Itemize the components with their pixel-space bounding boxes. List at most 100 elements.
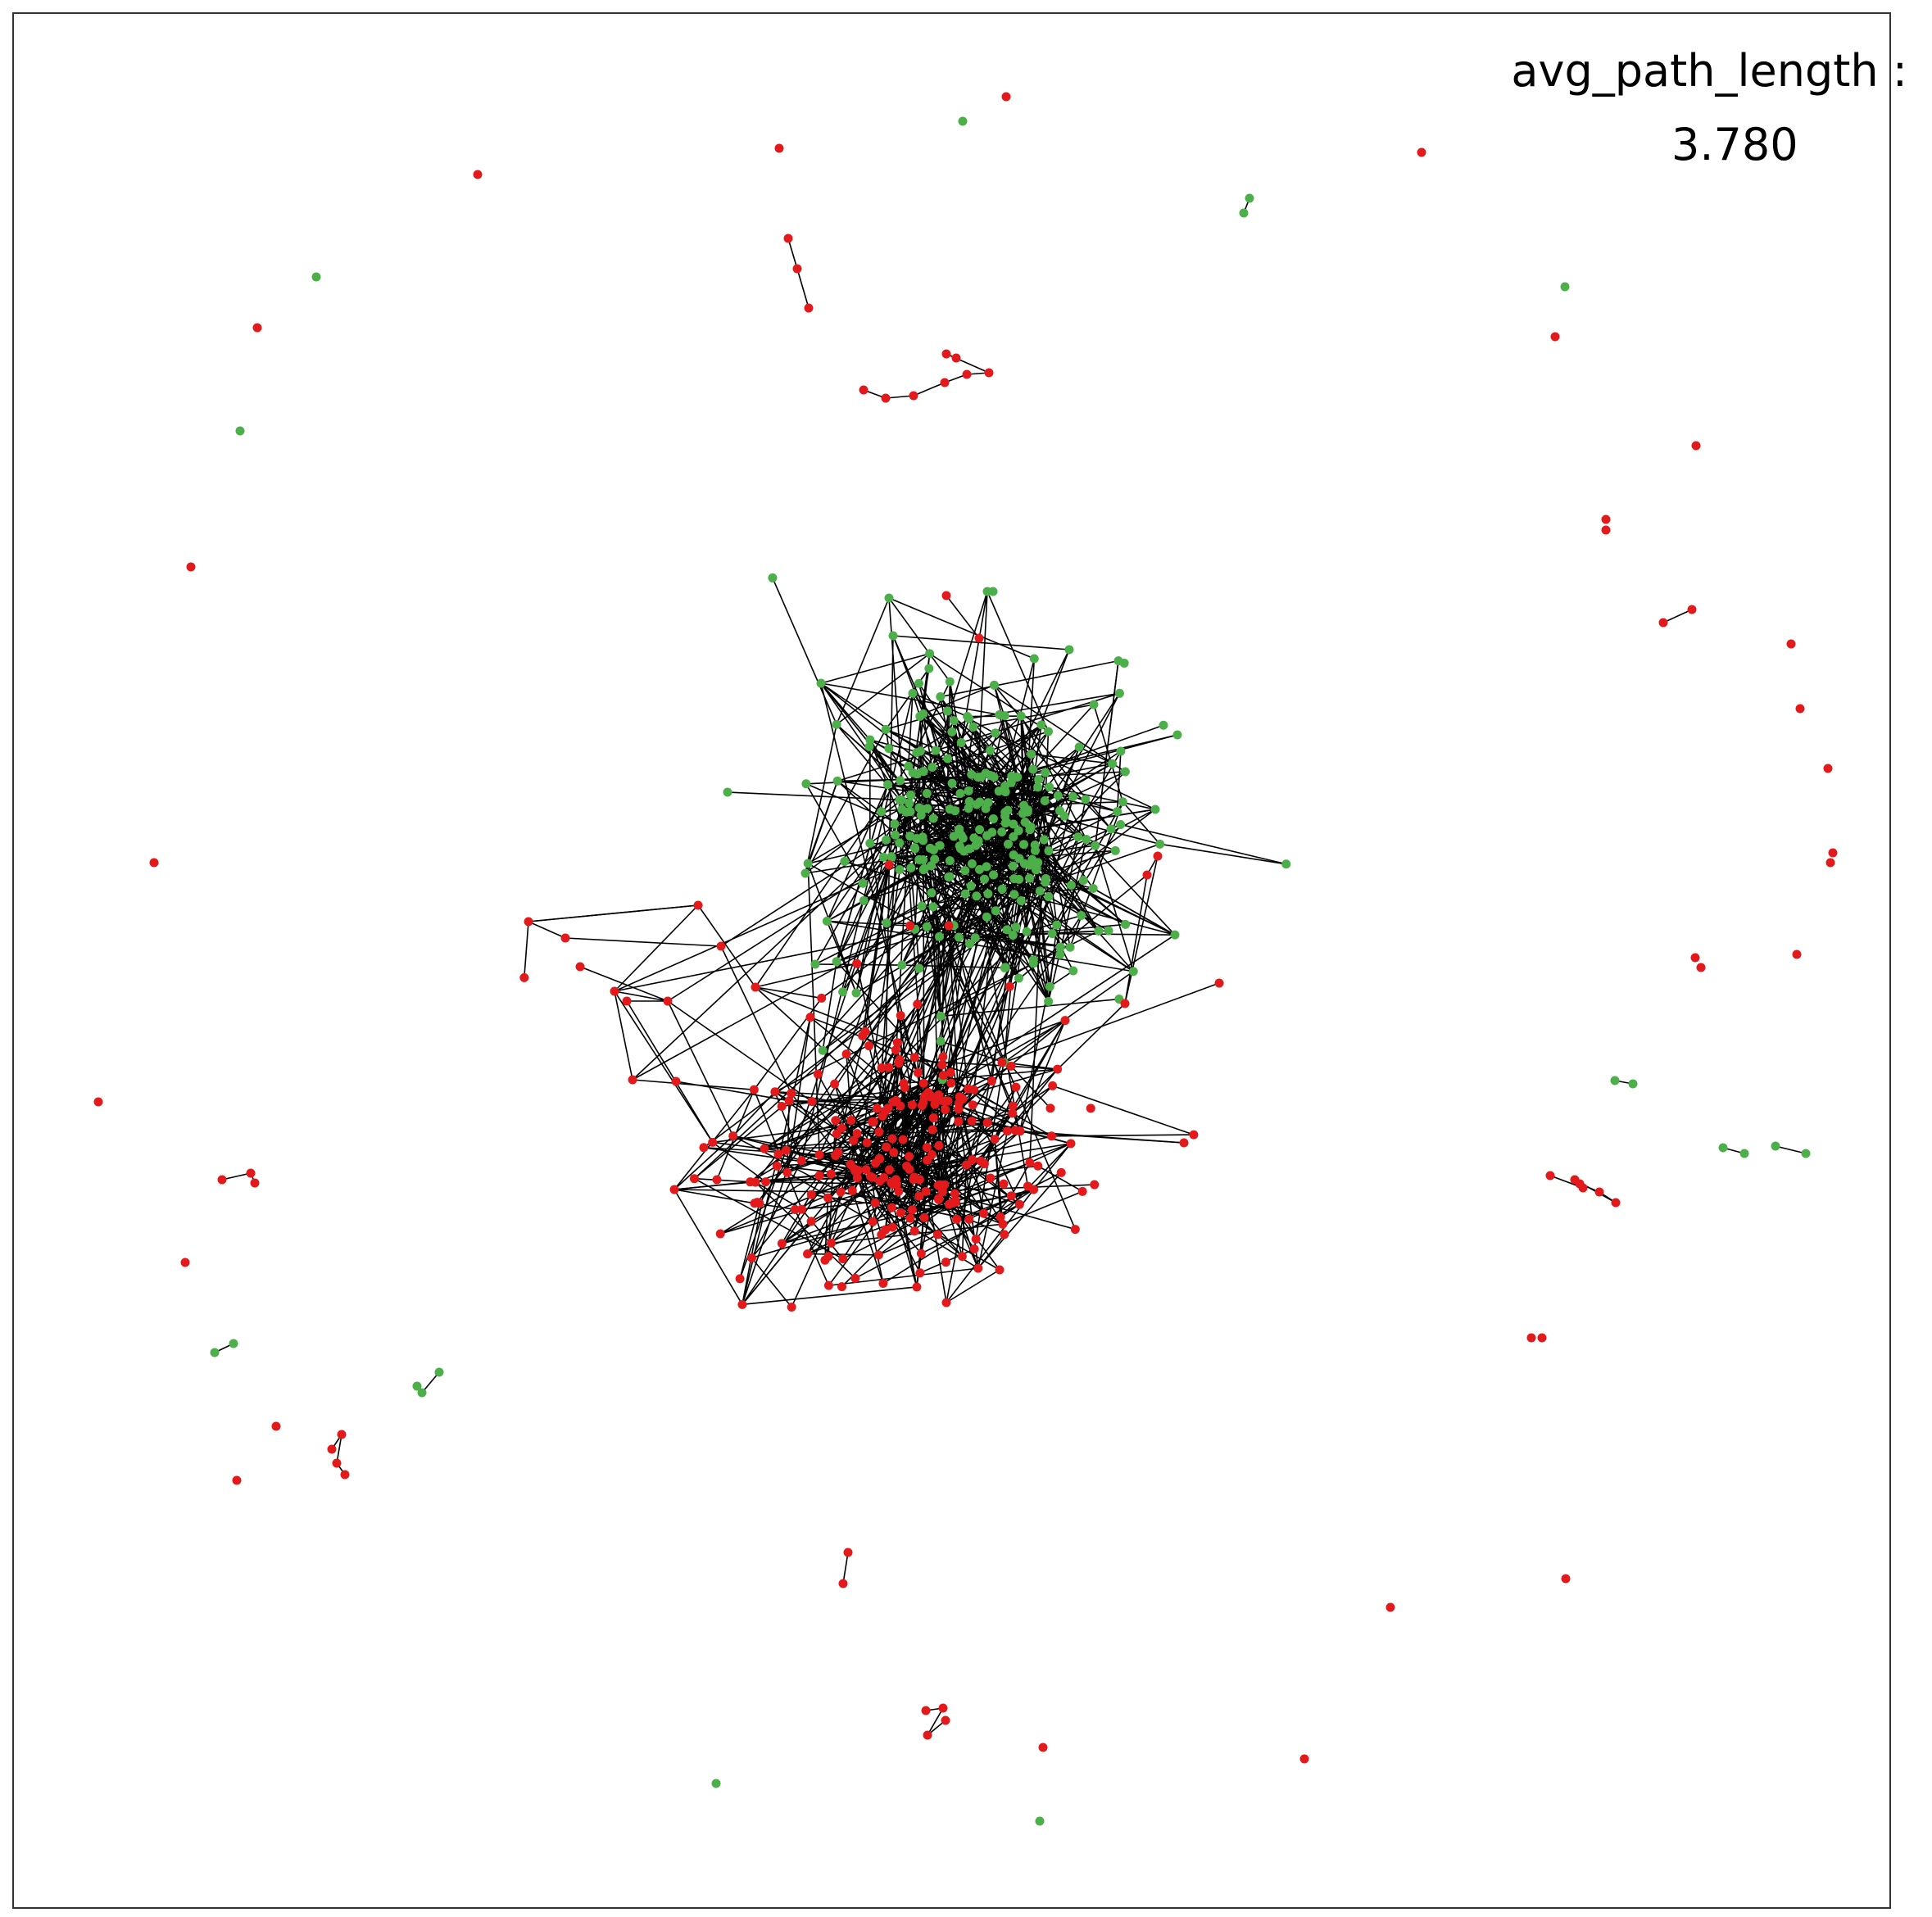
graph-node-red xyxy=(749,1085,759,1094)
graph-node-red xyxy=(998,1219,1008,1229)
graph-node-green xyxy=(1014,826,1023,836)
graph-node-red xyxy=(954,1117,964,1126)
graph-edge xyxy=(913,382,946,397)
graph-node-green xyxy=(1119,658,1129,668)
graph-edge xyxy=(837,1151,880,1160)
graph-node-red xyxy=(751,982,760,992)
graph-edge xyxy=(673,1189,841,1193)
graph-node-red xyxy=(862,1138,872,1148)
graph-node-green xyxy=(412,1381,422,1391)
graph-node-red xyxy=(1003,1126,1013,1136)
graph-edge xyxy=(885,395,914,399)
graph-node-green xyxy=(1009,832,1018,841)
graph-node-green xyxy=(905,790,915,800)
graph-node-red xyxy=(1000,1230,1009,1239)
graph-node-red xyxy=(830,1079,840,1089)
graph-node-red xyxy=(904,1152,914,1162)
graph-node-green xyxy=(914,963,924,973)
graph-node-red xyxy=(941,591,951,600)
graph-node-red xyxy=(1386,1602,1395,1612)
graph-node-green xyxy=(723,787,732,797)
graph-edge xyxy=(1007,649,1070,811)
graph-node-green xyxy=(922,922,932,931)
graph-edge xyxy=(923,658,1036,1103)
graph-node-red xyxy=(1015,1126,1025,1136)
graph-node-red xyxy=(868,1217,878,1226)
graph-node-red xyxy=(1025,1158,1035,1167)
graph-node-green xyxy=(949,832,959,841)
graph-edge xyxy=(953,731,1050,837)
graph-node-red xyxy=(833,1148,843,1158)
graph-node-red xyxy=(850,1273,860,1283)
graph-node-red xyxy=(916,1249,926,1258)
graph-edge xyxy=(1052,1085,1195,1135)
graph-edge xyxy=(764,1057,915,1149)
graph-node-red xyxy=(973,1263,983,1273)
graph-node-green xyxy=(1000,782,1010,791)
graph-node-red xyxy=(524,917,533,927)
graph-node-red xyxy=(909,1226,919,1236)
graph-node-red xyxy=(1006,1191,1016,1201)
graph-node-red xyxy=(327,1444,337,1454)
graph-edge xyxy=(820,682,950,1205)
graph-node-red xyxy=(826,1169,836,1179)
graph-node-red xyxy=(1786,639,1796,649)
graph-node-green xyxy=(311,272,321,282)
graph-node-green xyxy=(803,859,813,868)
graph-node-red xyxy=(974,633,984,643)
graph-node-red xyxy=(610,986,619,996)
graph-node-red xyxy=(859,385,868,395)
graph-edge xyxy=(926,792,1036,851)
graph-node-red xyxy=(1823,764,1833,773)
graph-edge xyxy=(774,930,1100,1093)
graph-edge xyxy=(950,934,1176,1084)
graph-edge xyxy=(960,742,973,775)
graph-node-red xyxy=(921,1706,931,1715)
graph-node-red xyxy=(979,1159,989,1169)
graph-node-green xyxy=(917,901,927,911)
graph-edge xyxy=(1010,782,1087,841)
graph-edge xyxy=(1004,971,1134,1063)
graph-edge xyxy=(883,894,1015,1178)
graph-edge xyxy=(946,800,1045,1303)
graph-edge xyxy=(914,771,925,930)
graph-node-green xyxy=(890,819,900,829)
graph-node-green xyxy=(928,813,938,823)
graph-node-green xyxy=(1025,825,1035,835)
graph-node-green xyxy=(982,862,991,872)
graph-node-green xyxy=(936,1036,946,1046)
graph-node-red xyxy=(716,941,726,951)
graph-node-red xyxy=(872,1104,882,1113)
graph-edge xyxy=(1004,982,1220,1063)
graph-node-green xyxy=(988,813,998,823)
graph-node-green xyxy=(768,573,778,582)
graph-node-red xyxy=(887,1222,897,1232)
graph-edge xyxy=(994,684,1126,773)
graph-node-red xyxy=(1792,949,1802,959)
graph-node-green xyxy=(988,587,998,596)
graph-node-red xyxy=(671,1076,681,1086)
graph-node-red xyxy=(827,1238,837,1248)
graph-node-red xyxy=(1696,963,1706,972)
graph-node-red xyxy=(905,921,915,931)
graph-edge xyxy=(892,635,1070,650)
graph-node-green xyxy=(895,838,905,848)
graph-node-red xyxy=(1658,618,1668,628)
graph-node-green xyxy=(995,710,1005,720)
graph-edge xyxy=(840,1176,871,1193)
graph-node-green xyxy=(956,737,966,747)
graph-node-red xyxy=(921,1186,931,1196)
graph-node-green xyxy=(1052,920,1062,930)
graph-node-green xyxy=(919,863,929,873)
graph-node-red xyxy=(852,1129,862,1139)
graph-node-green xyxy=(882,918,891,928)
graph-node-red xyxy=(1545,1171,1555,1181)
graph-node-green xyxy=(936,1011,946,1021)
graph-node-red xyxy=(847,1185,857,1195)
graph-edge xyxy=(862,1035,959,1104)
graph-node-red xyxy=(1526,1333,1536,1343)
graph-node-red xyxy=(823,1193,832,1203)
graph-node-red xyxy=(995,1212,1005,1222)
edge-layer xyxy=(214,197,1807,1736)
graph-edge xyxy=(694,1177,751,1183)
